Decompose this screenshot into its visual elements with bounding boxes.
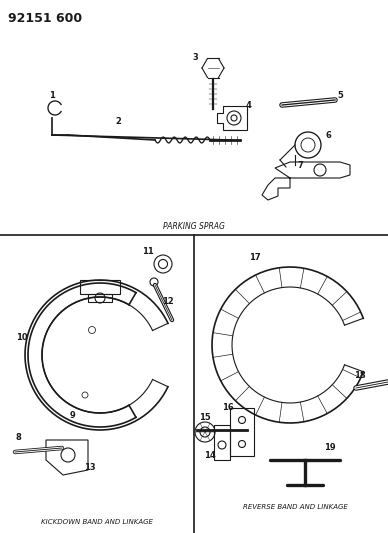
Text: 19: 19 bbox=[324, 443, 336, 453]
Text: REVERSE BAND AND LINKAGE: REVERSE BAND AND LINKAGE bbox=[242, 504, 347, 510]
Text: KICKDOWN BAND AND LINKAGE: KICKDOWN BAND AND LINKAGE bbox=[41, 519, 153, 525]
Text: 15: 15 bbox=[199, 414, 211, 423]
Bar bbox=[88, 294, 112, 302]
Text: 3: 3 bbox=[192, 53, 198, 62]
Text: 10: 10 bbox=[16, 334, 28, 343]
Text: PARKING SPRAG: PARKING SPRAG bbox=[163, 222, 225, 231]
Text: 11: 11 bbox=[142, 247, 154, 256]
Text: 12: 12 bbox=[162, 297, 174, 306]
Text: 6: 6 bbox=[325, 131, 331, 140]
Text: 2: 2 bbox=[115, 117, 121, 126]
Text: 5: 5 bbox=[337, 91, 343, 100]
Text: 13: 13 bbox=[84, 464, 96, 472]
Text: 17: 17 bbox=[249, 254, 261, 262]
Text: 1: 1 bbox=[49, 92, 55, 101]
Text: 16: 16 bbox=[222, 403, 234, 413]
Text: 9: 9 bbox=[69, 410, 75, 419]
Text: 7: 7 bbox=[297, 160, 303, 169]
Bar bbox=[230, 408, 254, 456]
Text: 18: 18 bbox=[354, 370, 366, 379]
Text: 8: 8 bbox=[15, 433, 21, 442]
Text: 92151 600: 92151 600 bbox=[8, 12, 82, 25]
Text: 4: 4 bbox=[245, 101, 251, 109]
Text: 14: 14 bbox=[204, 450, 216, 459]
Bar bbox=[80, 280, 120, 294]
